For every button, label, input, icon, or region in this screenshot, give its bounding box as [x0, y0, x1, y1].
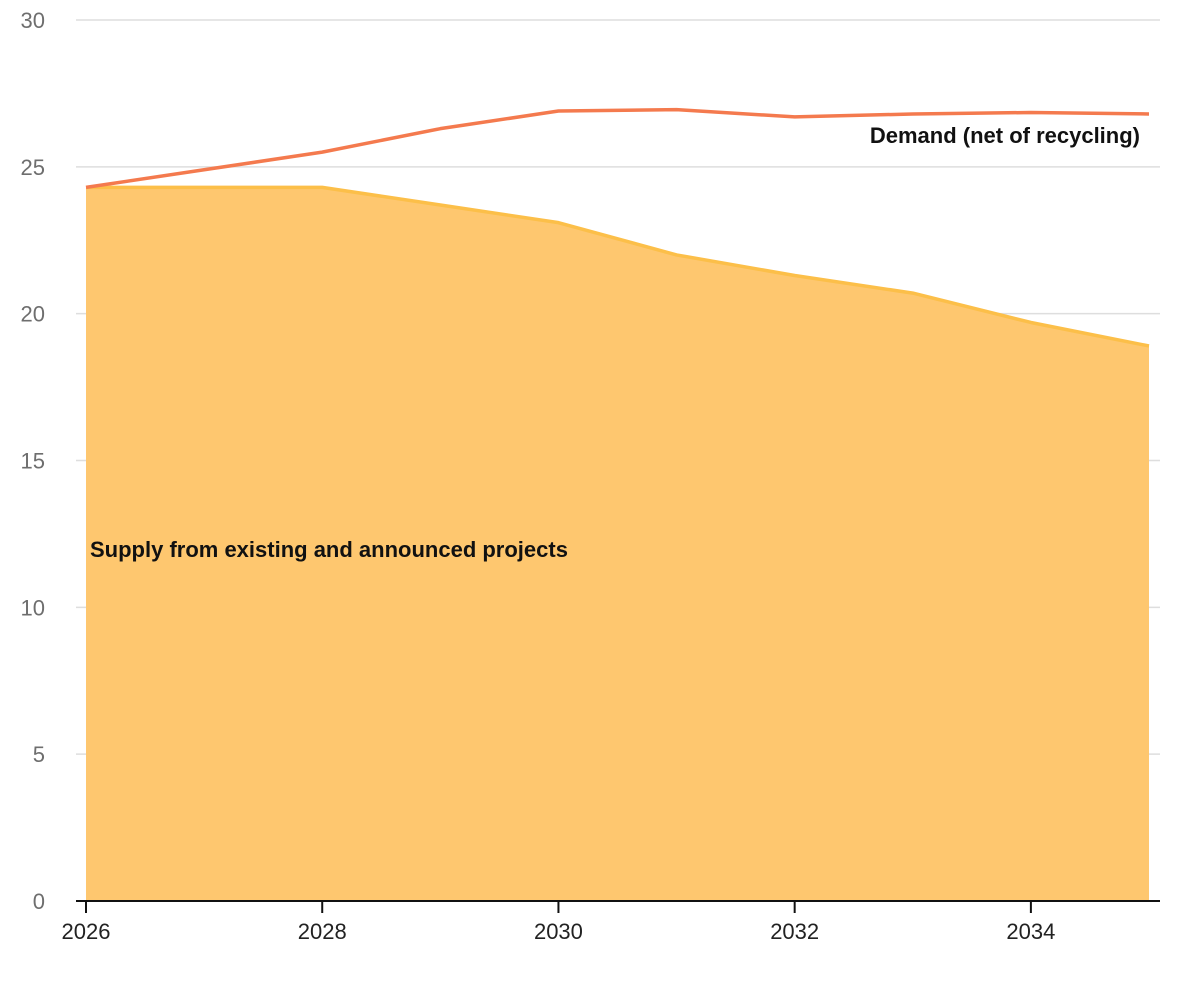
y-tick-label-5: 5: [33, 742, 45, 767]
supply-line: [86, 185, 1150, 348]
x-tick-label-2026: 2026: [62, 919, 111, 944]
y-tick-label-15: 15: [21, 449, 45, 474]
x-tick-label-2032: 2032: [770, 919, 819, 944]
x-tick-label-2034: 2034: [1006, 919, 1055, 944]
supply-area: [86, 187, 1149, 901]
y-tick-label-20: 20: [21, 302, 45, 327]
y-tick-label-0: 0: [33, 889, 45, 914]
x-axis-ticks: 2026 2028 2030 2032 2034: [62, 901, 1055, 944]
supply-area-layer: [86, 185, 1150, 901]
y-tick-label-30: 30: [21, 8, 45, 33]
y-tick-label-25: 25: [21, 155, 45, 180]
demand-series-label: Demand (net of recycling): [870, 123, 1140, 148]
demand-line-layer: [85, 107, 1150, 190]
x-tick-label-2028: 2028: [298, 919, 347, 944]
demand-line: [85, 107, 1150, 190]
x-tick-label-2030: 2030: [534, 919, 583, 944]
y-tick-label-10: 10: [21, 595, 45, 620]
supply-series-label: Supply from existing and announced proje…: [90, 537, 568, 562]
y-axis-ticks: 0 5 10 15 20 25 30: [21, 8, 45, 914]
